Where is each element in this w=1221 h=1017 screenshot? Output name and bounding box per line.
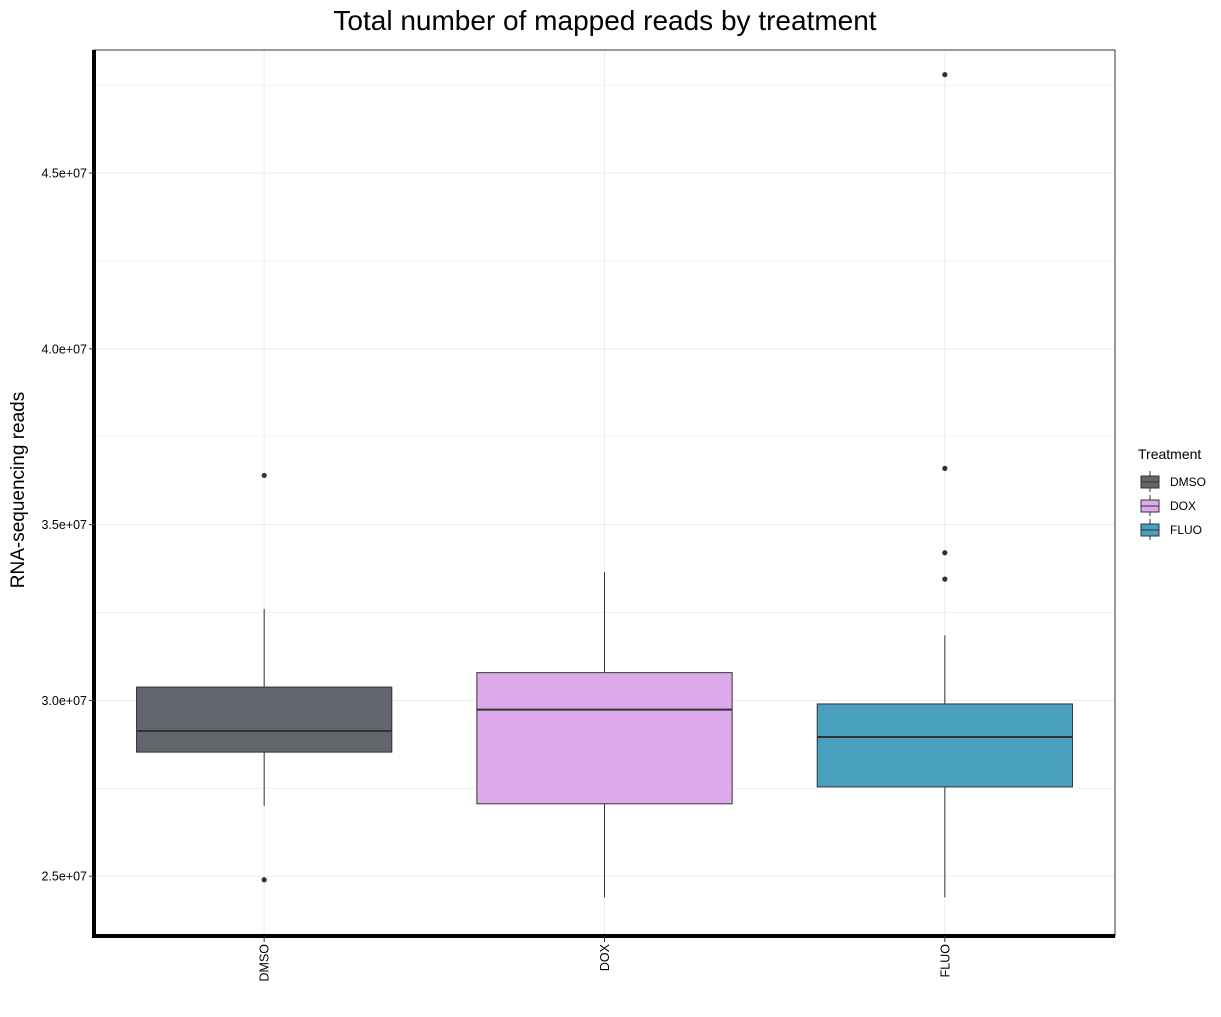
legend-title: Treatment <box>1138 446 1201 462</box>
y-tick-label: 3.0e+07 <box>41 694 87 708</box>
x-tick-label: DOX <box>598 943 612 971</box>
box-dox <box>476 572 733 898</box>
outlier-point <box>942 72 948 78</box>
outlier-point <box>942 576 948 582</box>
legend-label: DOX <box>1170 499 1196 513</box>
legend-items: DMSO DOX FLUO <box>1140 471 1206 540</box>
y-tick-label: 3.5e+07 <box>41 518 87 532</box>
legend-item-dmso: DMSO <box>1140 471 1206 492</box>
outlier-point <box>261 877 267 883</box>
outlier-point <box>942 465 948 471</box>
outlier-point <box>942 550 948 556</box>
box-iqr <box>136 686 393 753</box>
x-tick-label: FLUO <box>938 944 952 978</box>
y-tick-label: 2.5e+07 <box>41 870 87 884</box>
y-tick-label: 4.5e+07 <box>41 167 87 181</box>
legend-item-dox: DOX <box>1140 495 1196 516</box>
box-dmso <box>136 472 393 883</box>
y-axis-label: RNA-sequencing reads <box>8 392 29 588</box>
x-tick-label: DMSO <box>258 944 272 982</box>
legend-label: DMSO <box>1170 475 1206 489</box>
box-iqr <box>816 703 1073 788</box>
legend-label: FLUO <box>1170 523 1202 537</box>
y-tick-label: 4.0e+07 <box>41 342 87 356</box>
y-axis-ticks: 2.5e+07 3.0e+07 3.5e+07 4.0e+07 4.5e+07 <box>41 167 94 884</box>
legend-item-fluo: FLUO <box>1140 519 1202 540</box>
box-fluo <box>816 72 1073 898</box>
box-series <box>136 72 1073 898</box>
outlier-point <box>261 472 267 479</box>
x-axis-ticks: DMSO DOX FLUO <box>258 936 952 982</box>
box-iqr <box>476 672 733 805</box>
chart-title: Total number of mapped reads by treatmen… <box>333 5 876 36</box>
legend: Treatment DMSO DOX FLUO <box>1138 446 1206 540</box>
